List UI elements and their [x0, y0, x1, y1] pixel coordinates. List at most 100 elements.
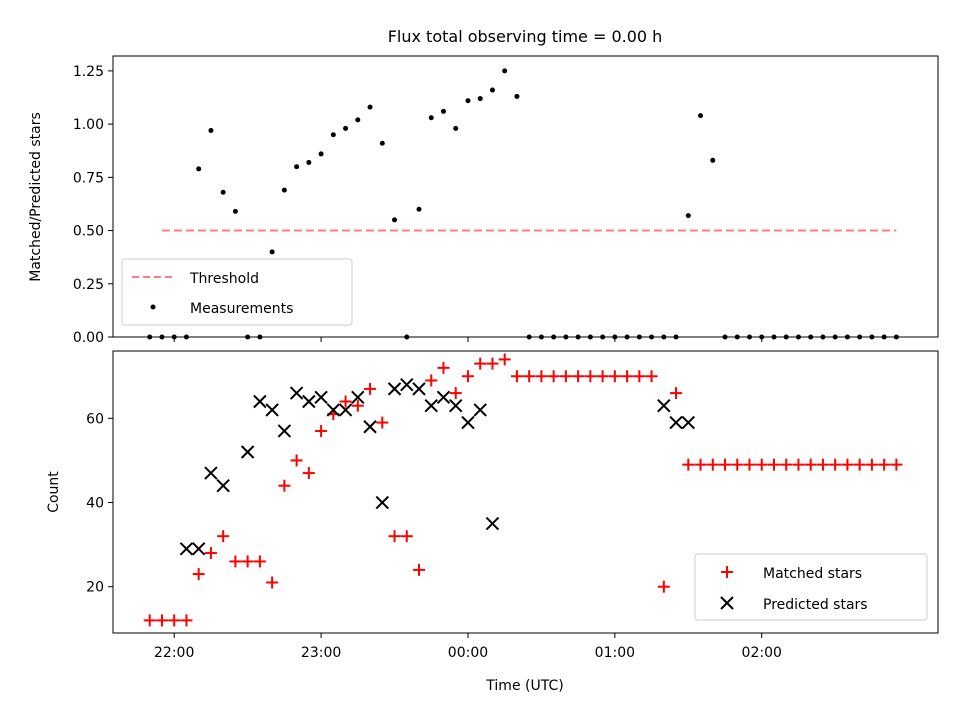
predicted-star-point	[669, 415, 683, 430]
predicted-marker-b	[302, 394, 316, 409]
axes-frame	[112, 350, 939, 634]
predicted-star-point	[657, 399, 671, 413]
measurement-point	[465, 98, 471, 104]
top-legend-box	[121, 258, 353, 326]
matched-star-point	[780, 458, 793, 471]
predicted-star-point	[204, 466, 218, 480]
matched-star-point	[449, 387, 462, 400]
measurement-point	[428, 115, 434, 121]
predicted-marker-b	[265, 403, 279, 417]
legend-threshold-label: Threshold	[189, 271, 259, 287]
measurement-point	[869, 334, 875, 340]
matched-star-point	[804, 458, 817, 471]
y-tick-label: 40	[86, 496, 104, 512]
measurement-point	[771, 334, 777, 340]
matched-star-point	[278, 479, 291, 492]
matched-star-point	[315, 424, 328, 437]
matched-star-point	[217, 530, 230, 543]
measurement-point	[147, 334, 153, 340]
measurement-point	[367, 104, 373, 110]
measurement-point	[330, 132, 336, 138]
predicted-star-point	[473, 403, 487, 417]
matched-star-point	[853, 458, 866, 471]
measurement-point	[171, 334, 177, 340]
matched-star-point	[204, 547, 217, 560]
matched-star-point	[706, 458, 719, 471]
matched-star-point	[241, 555, 254, 568]
predicted-marker-b	[681, 415, 696, 430]
matched-star-point	[816, 458, 829, 471]
bottom-y-axis-label: Count	[46, 471, 62, 513]
measurement-point	[575, 334, 581, 340]
measurement-point	[538, 334, 544, 340]
x-tick-label: 02:00	[742, 645, 782, 661]
measurement-point	[722, 334, 728, 340]
x-tick-label: 01:00	[595, 645, 635, 661]
predicted-star-point	[400, 377, 414, 392]
predicted-marker-b	[387, 382, 402, 396]
predicted-star-point	[289, 386, 304, 400]
x-axis-label: Time (UTC)	[485, 678, 563, 694]
measurement-point	[795, 334, 801, 340]
matched-star-point	[645, 370, 658, 383]
matched-star-point	[510, 370, 523, 383]
measurement-point	[661, 334, 667, 340]
matched-star-point	[388, 530, 401, 543]
predicted-star-point	[265, 403, 279, 417]
y-tick-label: 0.75	[73, 170, 104, 186]
measurement-point	[844, 334, 850, 340]
top-chart-title: Flux total observing time = 0.00 h	[388, 27, 663, 46]
measurement-point	[734, 334, 740, 340]
predicted-star-point	[216, 478, 230, 493]
matched-star-point	[670, 387, 683, 400]
measurement-point	[710, 157, 716, 163]
predicted-marker-b	[669, 415, 683, 430]
measurement-point	[489, 87, 495, 93]
axes-frame	[112, 55, 939, 338]
bottom-legend: Matched stars Predicted stars	[694, 553, 928, 621]
measurement-point	[808, 334, 814, 340]
measurement-point	[294, 164, 300, 170]
measurement-point	[649, 334, 655, 340]
predicted-marker-b	[253, 394, 267, 409]
predicted-marker-b	[289, 386, 304, 400]
predicted-star-point	[375, 495, 389, 510]
measurement-point	[783, 334, 789, 340]
measurement-point	[183, 334, 189, 340]
matched-star-point	[608, 370, 621, 383]
matched-star-point	[302, 467, 315, 480]
predicted-star-point	[253, 394, 267, 409]
matched-star-point	[535, 370, 548, 383]
measurement-point	[832, 334, 838, 340]
legend-measurements-label: Measurements	[190, 301, 293, 317]
measurement-point	[746, 334, 752, 340]
matched-star-point	[878, 458, 891, 471]
predicted-star-point	[449, 399, 463, 413]
predicted-star-point	[351, 390, 365, 405]
matched-star-point	[719, 458, 732, 471]
predicted-marker-b	[461, 415, 475, 430]
matched-star-point	[547, 370, 560, 383]
measurement-point	[636, 334, 642, 340]
predicted-star-point	[179, 542, 194, 556]
measurement-point	[453, 125, 459, 131]
predicted-star-point	[681, 415, 696, 430]
measurement-point	[673, 334, 679, 340]
matched-star-point	[584, 370, 597, 383]
measurement-point	[220, 189, 226, 195]
predicted-marker-b	[436, 390, 451, 405]
matched-star-point	[192, 568, 205, 581]
predicted-marker-b	[363, 420, 377, 434]
predicted-marker-b	[191, 542, 206, 556]
predicted-star-point	[277, 424, 292, 438]
matched-star-point	[731, 458, 744, 471]
measurement-point	[563, 334, 569, 340]
predicted-star-point	[326, 403, 341, 417]
predicted-star-point	[314, 390, 328, 405]
matched-star-point	[339, 395, 352, 408]
x-tick-label: 22:00	[154, 645, 194, 661]
y-tick-label: 0.00	[73, 330, 104, 346]
y-tick-label: 20	[86, 580, 104, 596]
legend-matched-label: Matched stars	[763, 566, 862, 582]
